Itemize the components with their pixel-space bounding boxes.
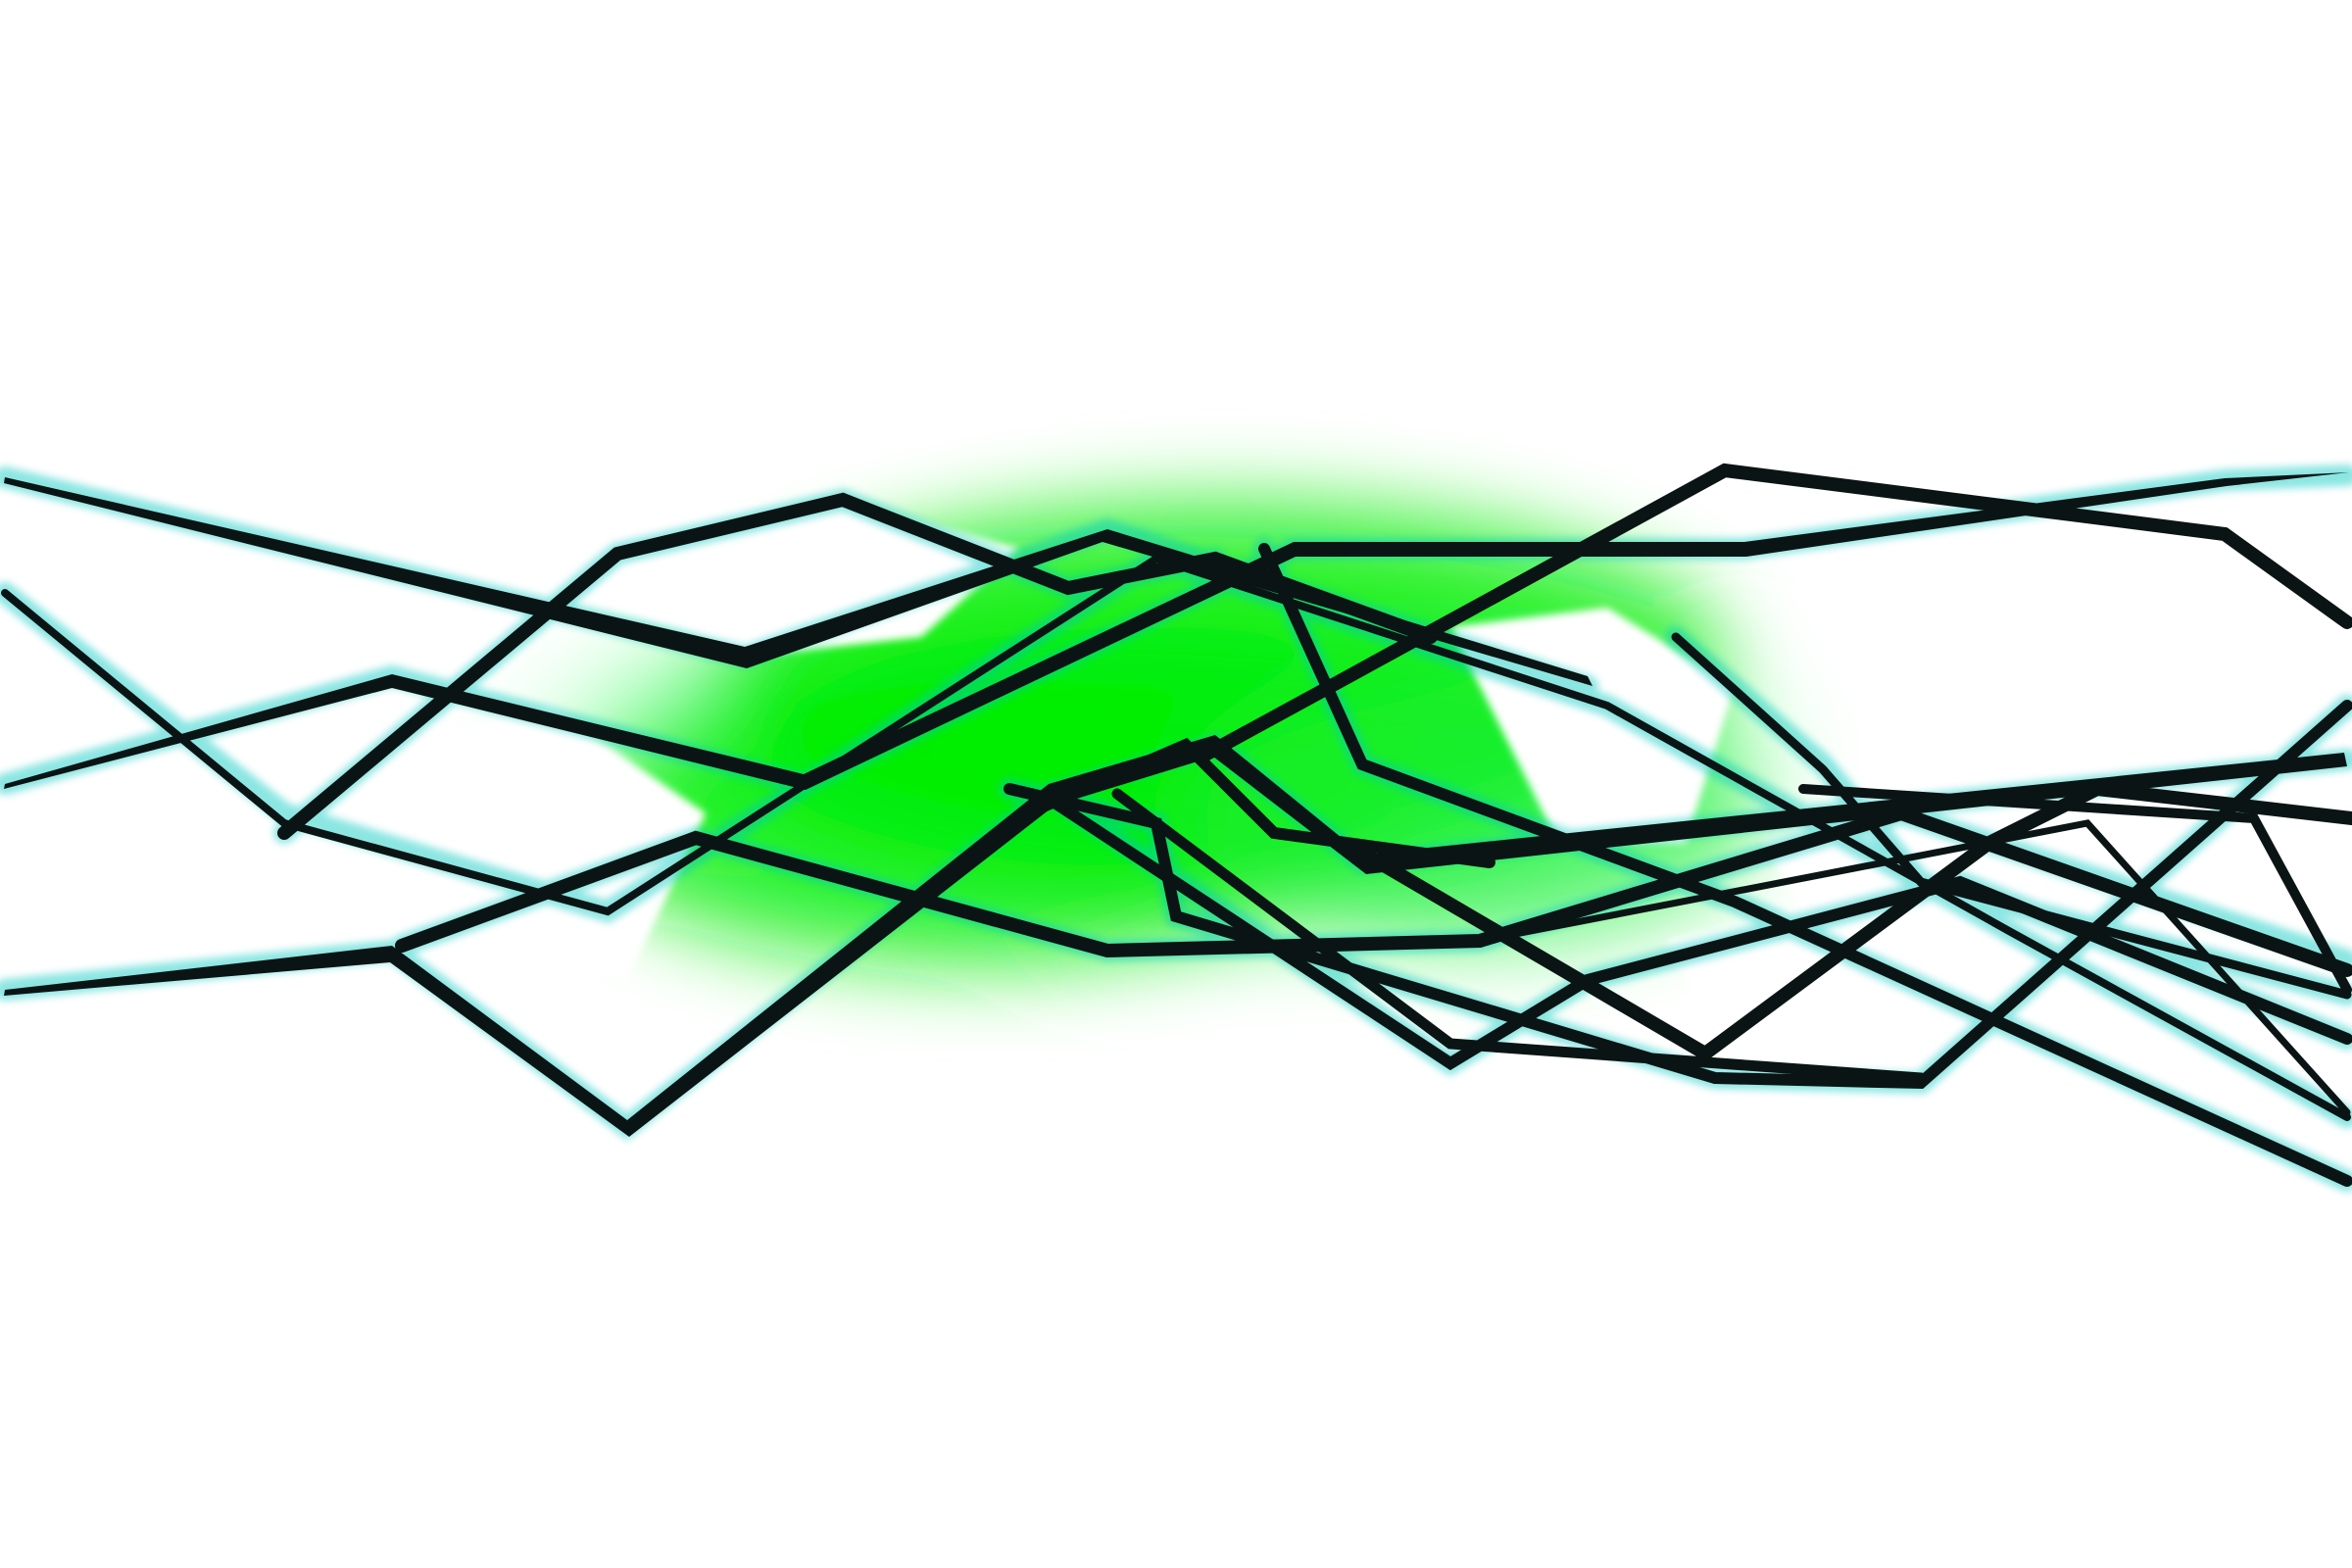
line-center-bridge (1033, 737, 1495, 868)
line-left-thin-spike (4, 472, 2349, 790)
line-right-crossing (1004, 700, 2352, 1090)
zigzag-lines (1, 463, 2352, 1187)
line-right-zigzag (1671, 632, 2352, 1000)
line-right-thin-return (1476, 819, 2351, 1116)
line-center-diagonal (1258, 543, 2352, 1187)
line-far-right-spike (1798, 784, 2352, 995)
line-lower-left-return (1111, 788, 1927, 1084)
line-left-diagonal (1, 554, 2351, 1121)
line-center-climb (1199, 463, 2352, 761)
